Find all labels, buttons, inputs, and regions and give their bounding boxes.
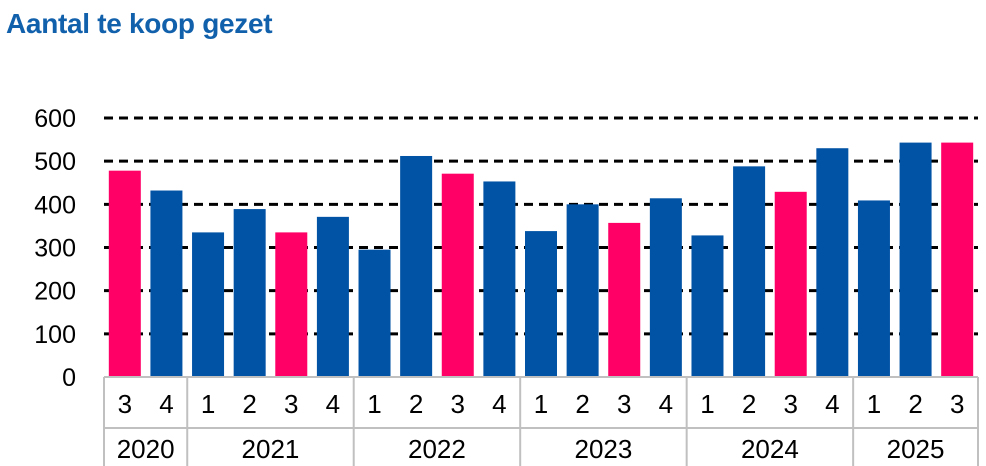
x-tick-label-quarter: 4 <box>492 389 506 419</box>
bar <box>649 198 682 377</box>
bar <box>275 232 308 377</box>
y-tick-label: 100 <box>34 321 76 349</box>
y-tick-label: 300 <box>34 235 76 263</box>
bars <box>108 142 974 377</box>
x-tick-label-quarter: 1 <box>534 389 548 419</box>
bar <box>941 142 974 377</box>
y-axis-tick-labels: 0 100 200 300 400 500 600 <box>34 105 76 392</box>
bar <box>150 190 183 377</box>
x-tick-label-quarter: 3 <box>617 389 631 419</box>
x-tick-label-quarter: 3 <box>284 389 298 419</box>
x-tick-label-quarter: 3 <box>950 389 964 419</box>
x-tick-label-quarter: 2 <box>908 389 922 419</box>
bar <box>316 216 349 377</box>
bar <box>857 200 890 377</box>
y-tick-label: 0 <box>62 364 76 392</box>
bar <box>483 181 516 377</box>
x-tick-label-quarter: 2 <box>409 389 423 419</box>
bar <box>108 170 141 377</box>
bar <box>774 191 807 377</box>
x-tick-label-quarter: 1 <box>201 389 215 419</box>
x-tick-label-quarter: 1 <box>700 389 714 419</box>
x-tick-label-quarter: 3 <box>451 389 465 419</box>
x-tick-label-quarter: 1 <box>867 389 881 419</box>
x-tick-label-year: 2020 <box>117 434 175 464</box>
chart-title: Aantal te koop gezet <box>6 8 273 39</box>
x-tick-label-quarter: 4 <box>159 389 173 419</box>
x-tick-label-year: 2023 <box>575 434 633 464</box>
bar <box>192 232 225 377</box>
y-tick-label: 500 <box>34 148 76 176</box>
x-tick-label-quarter: 2 <box>242 389 256 419</box>
bar <box>816 148 849 377</box>
x-tick-label-quarter: 1 <box>367 389 381 419</box>
x-tick-label-quarter: 4 <box>659 389 673 419</box>
bar <box>899 142 932 377</box>
x-tick-label-quarter: 4 <box>825 389 839 419</box>
x-tick-label-quarter: 3 <box>783 389 797 419</box>
bar <box>691 235 724 377</box>
bar <box>525 231 557 377</box>
y-tick-label: 200 <box>34 278 76 306</box>
bar <box>608 222 641 377</box>
x-tick-label-year: 2025 <box>887 434 945 464</box>
y-tick-label: 600 <box>34 105 76 133</box>
bar <box>358 249 391 377</box>
x-tick-label-quarter: 2 <box>575 389 589 419</box>
x-tick-label-quarter: 3 <box>118 389 132 419</box>
x-tick-label-year: 2024 <box>741 434 799 464</box>
bar <box>733 166 766 377</box>
y-tick-label: 400 <box>34 191 76 219</box>
bar <box>400 155 433 377</box>
bar <box>233 209 266 377</box>
x-tick-label-year: 2021 <box>242 434 300 464</box>
x-tick-label-quarter: 4 <box>326 389 340 419</box>
x-tick-label-quarter: 2 <box>742 389 756 419</box>
bar <box>566 204 599 377</box>
x-tick-label-year: 2022 <box>408 434 466 464</box>
bar <box>441 173 474 377</box>
